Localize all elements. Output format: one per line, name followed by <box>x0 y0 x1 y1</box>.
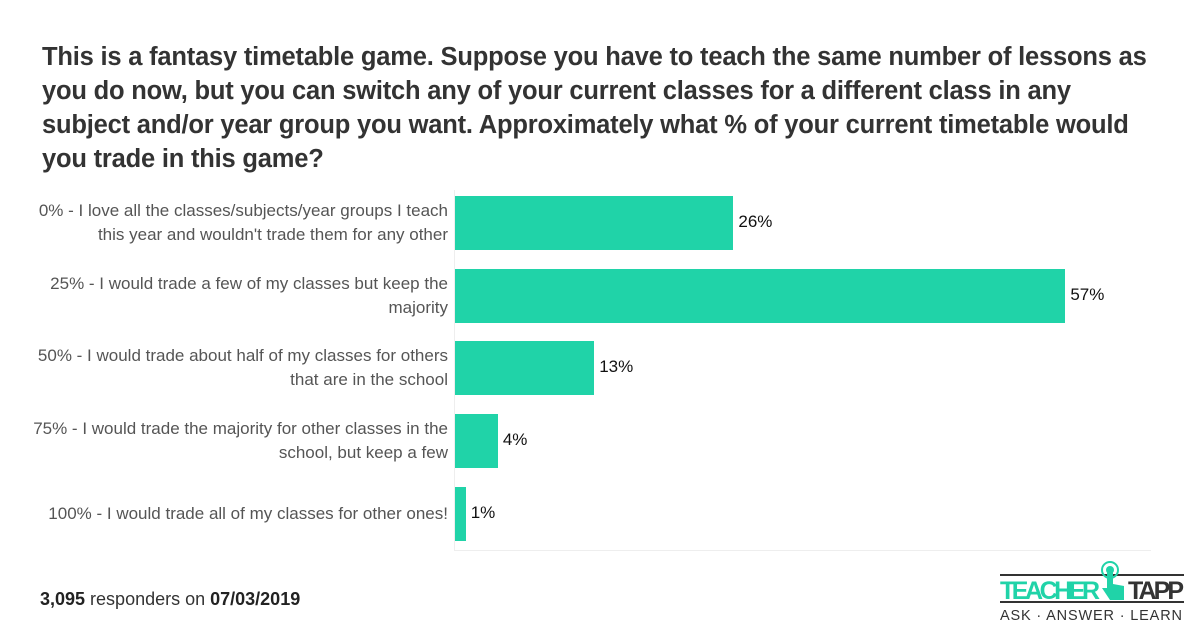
category-label: 50% - I would trade about half of my cla… <box>37 346 448 390</box>
survey-date: 07/03/2019 <box>210 589 301 609</box>
bar <box>455 268 1066 323</box>
chart-title: This is a fantasy timetable game. Suppos… <box>42 43 1147 173</box>
x-axis-line <box>455 550 1151 551</box>
bar <box>455 486 466 541</box>
responders-footer: 3,095 responders on 07/03/2019 <box>40 589 300 610</box>
bar <box>455 341 595 396</box>
value-label: 1% <box>470 502 496 522</box>
svg-text:TEACHER: TEACHER <box>1000 577 1100 605</box>
responders-text: responders on <box>85 589 211 609</box>
category-label: 0% - I love all the classes/subjects/yea… <box>38 201 448 244</box>
value-label: 4% <box>502 430 528 450</box>
bar <box>455 414 498 469</box>
svg-text:ASK · ANSWER · LEARN: ASK · ANSWER · LEARN <box>1000 608 1182 624</box>
bar <box>455 196 734 250</box>
teacher-tapp-logo: TEACHER TAPP ASK · ANSWER · LEARN <box>1000 561 1184 624</box>
svg-text:TAPP: TAPP <box>1128 577 1184 605</box>
category-label: 100% - I would trade all of my classes f… <box>48 503 448 523</box>
value-label: 57% <box>1070 284 1105 304</box>
value-label: 26% <box>738 212 773 231</box>
tap-hand-icon <box>1101 561 1124 600</box>
responder-count: 3,095 <box>40 589 86 609</box>
value-label: 13% <box>599 357 634 377</box>
category-label: 25% - I would trade a few of my classes … <box>50 273 448 317</box>
y-axis-line <box>454 190 455 551</box>
category-label: 75% - I would trade the majority for oth… <box>33 419 448 463</box>
